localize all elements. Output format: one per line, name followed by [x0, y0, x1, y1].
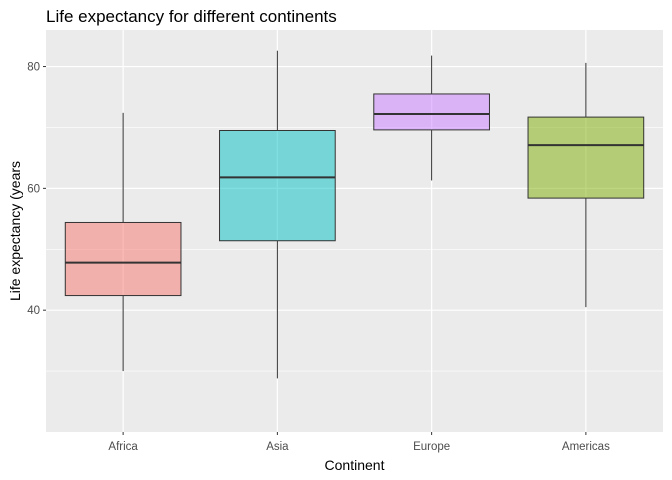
- x-tick-label: Americas: [562, 441, 610, 453]
- box-body: [373, 93, 490, 131]
- box-body: [219, 130, 336, 242]
- y-axis-title: Life expectancy (years: [7, 161, 23, 301]
- y-tick-label: 80: [27, 62, 40, 74]
- x-tick-label: Africa: [108, 441, 138, 453]
- x-axis-title: Continent: [325, 457, 385, 473]
- box-asia: [219, 50, 336, 379]
- box-americas: [527, 62, 645, 308]
- box-layer: [64, 50, 645, 379]
- y-tick-label: 40: [27, 305, 40, 317]
- box-europe: [373, 55, 490, 181]
- y-tick-label: 60: [27, 183, 40, 195]
- x-tick-label: Europe: [413, 441, 450, 453]
- y-axis-ticks: 40 60 80: [27, 62, 46, 317]
- box-body: [64, 221, 182, 297]
- x-tick-label: Asia: [266, 441, 289, 453]
- x-axis-ticks: Africa Asia Europe Americas: [108, 432, 610, 453]
- box-body: [527, 116, 645, 199]
- box-africa: [64, 112, 182, 372]
- chart-title: Life expectancy for different continents: [46, 7, 337, 26]
